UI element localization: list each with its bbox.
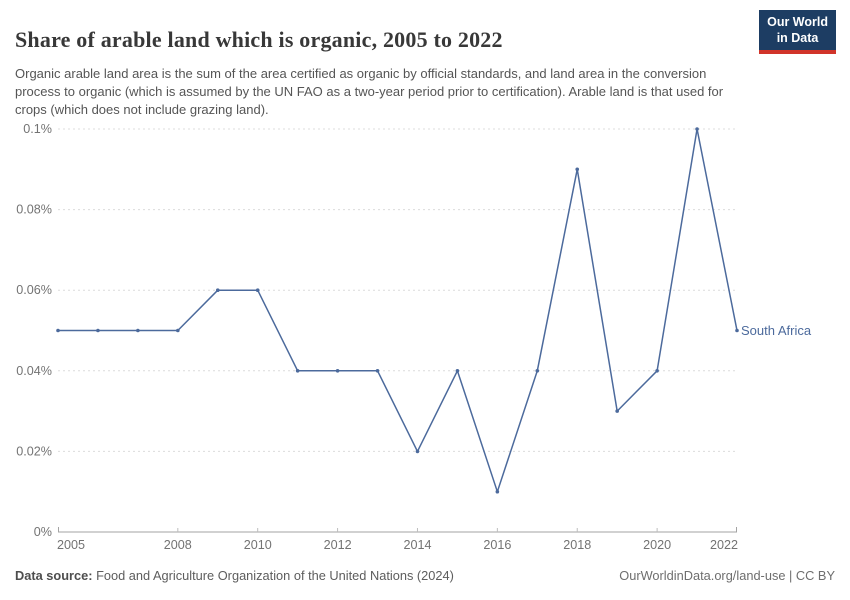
page-title: Share of arable land which is organic, 2… — [15, 26, 503, 52]
owid-logo-line1: Our World — [767, 15, 828, 29]
data-point — [415, 449, 420, 454]
data-point — [136, 328, 140, 333]
data-point — [735, 328, 739, 333]
y-tick-label: 0.04% — [16, 364, 52, 378]
data-point — [455, 369, 460, 373]
license-credit[interactable]: OurWorldinData.org/land-use | CC BY — [619, 568, 835, 583]
y-tick-label: 0.08% — [16, 203, 52, 217]
x-tick-label: 2018 — [563, 538, 591, 552]
data-point — [56, 328, 60, 333]
x-tick-label: 2016 — [483, 538, 511, 552]
y-tick-label: 0.1% — [23, 122, 52, 136]
chart-subtitle: Organic arable land area is the sum of t… — [15, 66, 724, 117]
data-source-label: Data source: — [15, 568, 93, 583]
data-point — [176, 328, 180, 333]
x-tick-label: 2008 — [164, 538, 192, 552]
data-point — [615, 409, 619, 413]
x-tick-label: 2010 — [244, 538, 272, 552]
data-point — [96, 328, 100, 333]
y-tick-label: 0% — [34, 525, 52, 539]
data-point — [575, 167, 580, 172]
data-point — [215, 288, 220, 293]
x-tick-label: 2014 — [403, 538, 431, 552]
data-point — [495, 489, 500, 494]
x-tick-label: 2022 — [710, 538, 738, 552]
data-point — [695, 127, 699, 131]
data-point — [335, 369, 340, 373]
data-point — [375, 369, 380, 373]
owid-logo-line2: in Data — [776, 30, 819, 45]
y-tick-label: 0.02% — [16, 444, 52, 458]
x-tick-label: 2020 — [643, 538, 671, 552]
y-tick-label: 0.06% — [16, 283, 52, 297]
data-source: Data source: Food and Agriculture Organi… — [15, 568, 454, 583]
data-point — [295, 369, 300, 373]
chart-footer: Data source: Food and Agriculture Organi… — [15, 568, 835, 583]
data-line — [57, 128, 738, 493]
data-point — [255, 288, 260, 293]
data-source-text: Food and Agriculture Organization of the… — [92, 568, 454, 583]
series-end-label: South Africa — [741, 323, 812, 338]
data-point — [535, 369, 540, 373]
data-point — [655, 369, 659, 373]
x-tick-label: 2012 — [324, 538, 352, 552]
owid-logo[interactable]: Our World in Data — [759, 10, 836, 55]
x-tick-label: 2005 — [57, 538, 85, 552]
